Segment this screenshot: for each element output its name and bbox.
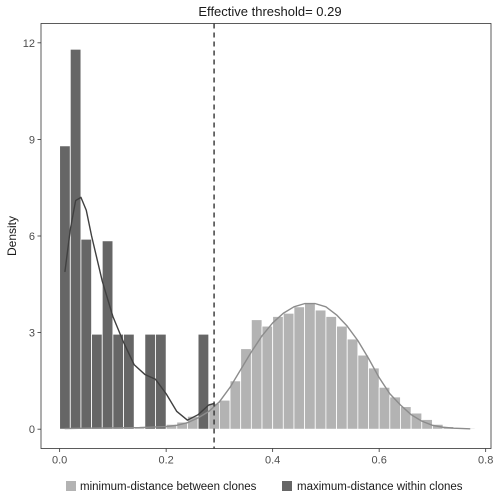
bar <box>80 238 92 430</box>
bar <box>91 333 103 430</box>
bar <box>197 333 210 430</box>
density-line-between-clones <box>64 302 471 430</box>
x-tick-label: 0.0 <box>52 455 67 467</box>
chart-title: Effective threshold= 0.29 <box>198 4 341 19</box>
bar <box>357 354 369 430</box>
axes: 0.0 0.2 0.4 0.6 0.8 0 3 6 9 12 <box>23 38 494 467</box>
x-tick-label: 0.6 <box>372 455 387 467</box>
x-tick-label: 0.2 <box>158 455 173 467</box>
bar <box>293 306 306 430</box>
density-line-within-clones <box>64 196 215 421</box>
chart-marks <box>59 23 476 449</box>
bar <box>346 338 359 430</box>
y-tick-label: 12 <box>23 38 35 50</box>
bar <box>144 333 156 430</box>
bar <box>314 309 327 430</box>
bar <box>325 316 337 430</box>
bar <box>123 333 135 430</box>
legend-key <box>282 481 292 491</box>
bar <box>101 240 114 430</box>
y-tick-label: 0 <box>29 424 35 436</box>
y-tick-label: 6 <box>29 231 35 243</box>
bar <box>59 145 71 430</box>
bar <box>229 380 242 430</box>
y-tick-label: 3 <box>29 328 35 340</box>
bar <box>282 312 295 430</box>
bars-within-clones <box>59 48 210 430</box>
legend-label: minimum-distance between clones <box>80 481 257 493</box>
bar <box>112 333 124 430</box>
y-tick-label: 9 <box>29 134 35 146</box>
bar <box>218 399 231 430</box>
bar <box>389 396 401 430</box>
legend-key <box>66 481 76 491</box>
x-tick-label: 0.4 <box>265 455 280 467</box>
bar <box>272 316 284 430</box>
bar <box>250 319 263 430</box>
legend-item-between-clones: minimum-distance between clones <box>66 481 257 493</box>
legend: minimum-distance between clones maximum-d… <box>66 481 463 493</box>
legend-item-within-clones: maximum-distance within clones <box>282 481 463 493</box>
bar <box>304 303 316 430</box>
bars-between-clones <box>59 303 476 430</box>
bar <box>69 48 82 430</box>
y-axis-title: Density <box>5 216 19 256</box>
bar <box>261 325 274 430</box>
bar <box>368 367 380 430</box>
bar <box>378 386 391 430</box>
legend-label: maximum-distance within clones <box>297 481 463 493</box>
bar <box>155 333 167 430</box>
bar <box>336 325 348 430</box>
x-tick-label: 0.8 <box>478 455 493 467</box>
